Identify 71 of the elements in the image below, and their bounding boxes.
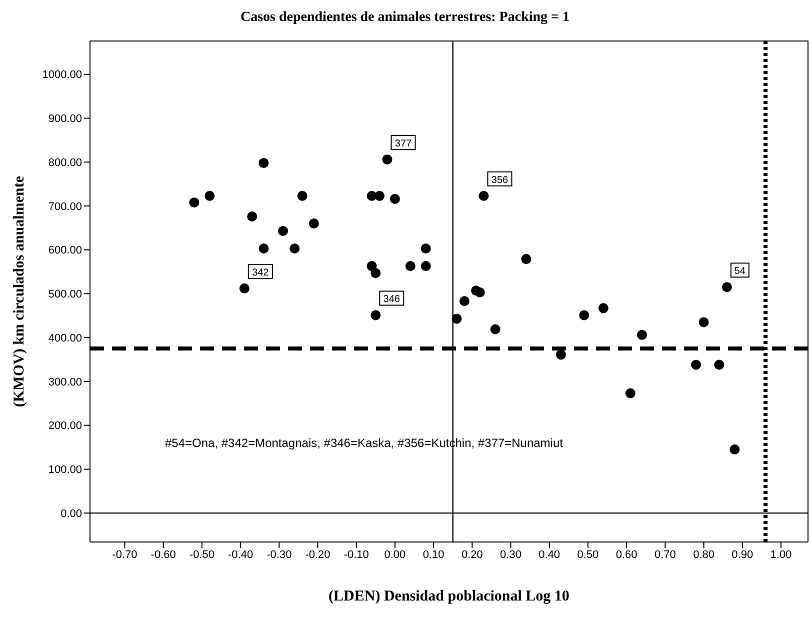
x-tick-label: 0.00	[384, 548, 406, 561]
y-tick-label: 900.00	[48, 113, 82, 126]
annotation: 346	[383, 294, 400, 306]
y-tick-label: 700.00	[48, 200, 82, 213]
point	[382, 154, 392, 164]
point	[278, 226, 288, 236]
point	[420, 244, 431, 254]
point	[478, 190, 489, 201]
x-tick-label: 0.40	[538, 548, 560, 561]
y-tick-label: 200.00	[48, 420, 82, 432]
point	[490, 324, 500, 334]
point	[204, 190, 215, 201]
point	[556, 350, 566, 360]
x-tick-label: -0.10	[344, 548, 369, 561]
x-tick-label: 0.60	[616, 548, 638, 561]
y-tick-label: 600.00	[48, 244, 82, 257]
x-tick-label: 0.10	[422, 548, 444, 561]
point	[308, 218, 319, 228]
point	[297, 190, 308, 201]
point	[370, 268, 381, 278]
point	[459, 296, 470, 306]
point	[474, 287, 485, 298]
y-tick-label: 800.00	[48, 156, 82, 169]
annotation: 356	[491, 174, 509, 186]
point	[258, 158, 269, 168]
x-tick-label: -0.50	[189, 548, 214, 561]
annotation: 377	[394, 138, 412, 150]
point	[374, 190, 385, 201]
y-tick-label: 1000.00	[42, 69, 82, 82]
point	[691, 360, 702, 370]
point	[452, 314, 462, 324]
point	[258, 244, 269, 254]
x-tick-label: 0.50	[577, 548, 599, 561]
point	[189, 197, 200, 208]
x-tick-label: -0.40	[228, 548, 254, 561]
annotation: 342	[252, 267, 270, 278]
point	[722, 282, 732, 292]
x-tick-label: 1.00	[770, 548, 792, 561]
point	[730, 444, 740, 454]
point	[698, 317, 709, 328]
point	[405, 261, 416, 272]
x-tick-label: -0.20	[305, 548, 330, 561]
y-tick-label: 300.00	[48, 376, 82, 388]
point	[625, 388, 636, 398]
x-tick-label: -0.60	[150, 548, 176, 561]
x-tick-label: -0.30	[266, 548, 292, 561]
x-tick-label: 0.20	[461, 548, 483, 561]
x-tick-label: -0.70	[112, 548, 138, 561]
point	[239, 283, 250, 294]
annotation: 54	[734, 266, 746, 278]
y-tick-label: 0.00	[60, 508, 82, 520]
point	[420, 261, 431, 272]
point	[521, 254, 532, 264]
point	[390, 194, 400, 204]
y-axis-title: (KMOV) km circulados anualmente	[11, 176, 28, 407]
point	[290, 244, 300, 254]
point	[247, 211, 258, 222]
point	[714, 360, 724, 370]
x-tick-label: 0.80	[693, 548, 714, 561]
y-tick-label: 100.00	[48, 464, 82, 476]
x-tick-label: 0.30	[500, 548, 522, 561]
chart-title: Casos dependientes de animales terrestres: Packing = 1	[239, 10, 571, 26]
x-tick-label: 0.70	[654, 548, 676, 561]
x-axis-title: (LDEN) Densidad poblacional Log 10	[328, 588, 570, 605]
point	[598, 303, 608, 314]
x-tick-label: 0.90	[732, 548, 754, 561]
point	[579, 310, 590, 320]
point	[637, 330, 648, 340]
y-tick-label: 500.00	[48, 288, 82, 301]
y-tick-label: 400.00	[48, 332, 82, 344]
point	[370, 310, 381, 320]
